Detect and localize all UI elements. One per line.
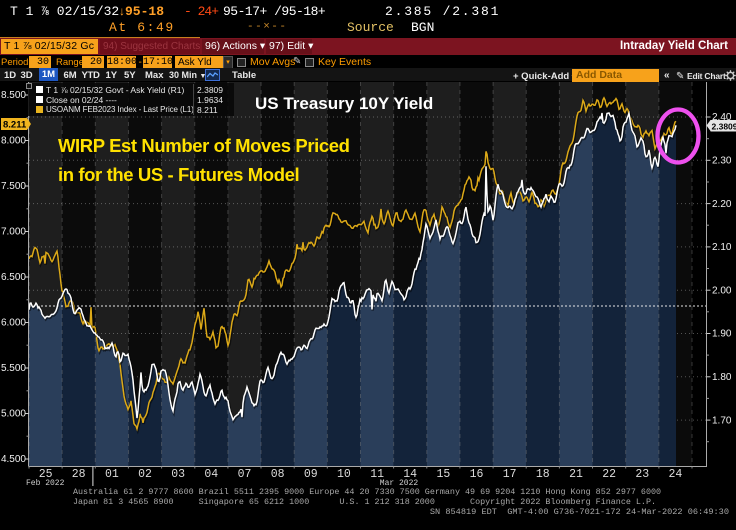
svg-text:17: 17 xyxy=(503,468,517,481)
svg-text:4.500: 4.500 xyxy=(1,454,26,465)
svg-text:14: 14 xyxy=(403,468,417,481)
svg-text:03: 03 xyxy=(171,468,185,481)
svg-text:16: 16 xyxy=(470,468,484,481)
svg-text:2.00: 2.00 xyxy=(712,285,732,296)
svg-text:24: 24 xyxy=(668,468,682,481)
svg-text:10: 10 xyxy=(337,468,351,481)
svg-text:02: 02 xyxy=(138,468,152,481)
svg-text:1.90: 1.90 xyxy=(712,329,732,340)
svg-text:8.500: 8.500 xyxy=(1,90,26,101)
svg-text:5.000: 5.000 xyxy=(1,409,26,420)
svg-text:25: 25 xyxy=(39,468,53,481)
svg-text:09: 09 xyxy=(304,468,318,481)
svg-text:1.80: 1.80 xyxy=(712,372,732,383)
svg-text:2.30: 2.30 xyxy=(712,156,732,167)
svg-text:5.500: 5.500 xyxy=(1,363,26,374)
svg-text:2.3809: 2.3809 xyxy=(712,121,736,131)
svg-text:7.500: 7.500 xyxy=(1,181,26,192)
svg-text:6.500: 6.500 xyxy=(1,272,26,283)
svg-text:07: 07 xyxy=(238,468,252,481)
svg-text:04: 04 xyxy=(204,468,218,481)
svg-text:8.211: 8.211 xyxy=(3,120,27,131)
svg-text:08: 08 xyxy=(271,468,285,481)
svg-text:Mar 2022: Mar 2022 xyxy=(380,479,419,488)
svg-text:15: 15 xyxy=(436,468,450,481)
svg-text:7.000: 7.000 xyxy=(1,227,26,238)
svg-text:2.10: 2.10 xyxy=(712,242,732,253)
svg-text:18: 18 xyxy=(536,468,550,481)
svg-text:11: 11 xyxy=(370,468,384,481)
svg-text:28: 28 xyxy=(72,468,86,481)
svg-text:23: 23 xyxy=(635,468,649,481)
svg-text:22: 22 xyxy=(602,468,616,481)
svg-text:2.40: 2.40 xyxy=(712,112,732,123)
svg-text:8.000: 8.000 xyxy=(1,136,26,147)
svg-text:Feb 2022: Feb 2022 xyxy=(26,479,65,488)
svg-text:01: 01 xyxy=(105,468,119,481)
svg-text:1.70: 1.70 xyxy=(712,415,732,426)
svg-text:21: 21 xyxy=(569,468,583,481)
svg-text:2.20: 2.20 xyxy=(712,199,732,210)
svg-text:6.000: 6.000 xyxy=(1,318,26,329)
